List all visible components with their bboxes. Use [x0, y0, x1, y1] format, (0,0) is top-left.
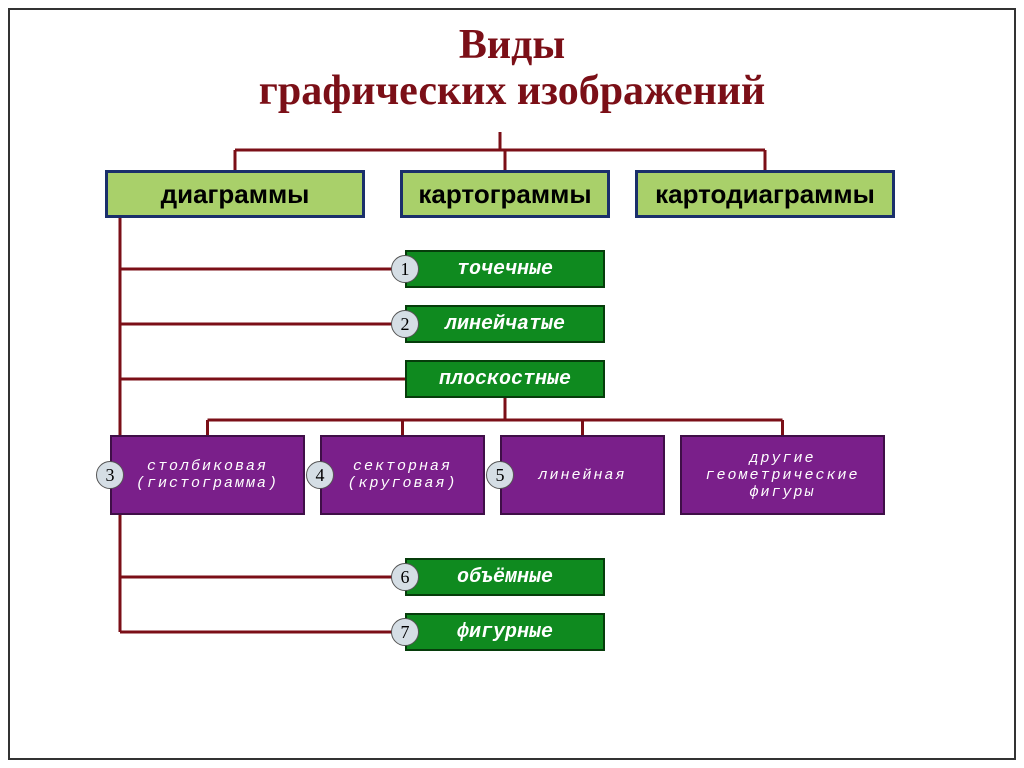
title-line-2: графических изображений [10, 68, 1014, 114]
level1-node-cartograms: картограммы [400, 170, 610, 218]
planar-child-pie: секторная (круговая) [320, 435, 485, 515]
badge-4: 4 [306, 461, 334, 489]
level1-node-diagrams: диаграммы [105, 170, 365, 218]
badge-3: 3 [96, 461, 124, 489]
diagram-child-points: точечные [405, 250, 605, 288]
diagram-child-planar: плоскостные [405, 360, 605, 398]
badge-7: 7 [391, 618, 419, 646]
level1-node-cartodiag: картодиаграммы [635, 170, 895, 218]
badge-6: 6 [391, 563, 419, 591]
badge-1: 1 [391, 255, 419, 283]
badge-5: 5 [486, 461, 514, 489]
planar-child-bar: столбиковая (гистограмма) [110, 435, 305, 515]
page-title: Виды графических изображений [10, 22, 1014, 114]
diagram-child-figural: фигурные [405, 613, 605, 651]
diagram-frame: Виды графических изображений диаграммы ка… [8, 8, 1016, 760]
diagram-child-volume: объёмные [405, 558, 605, 596]
title-line-1: Виды [10, 22, 1014, 68]
badge-2: 2 [391, 310, 419, 338]
diagram-child-lines: линейчатые [405, 305, 605, 343]
planar-child-other: другие геометрические фигуры [680, 435, 885, 515]
planar-child-linear: линейная [500, 435, 665, 515]
